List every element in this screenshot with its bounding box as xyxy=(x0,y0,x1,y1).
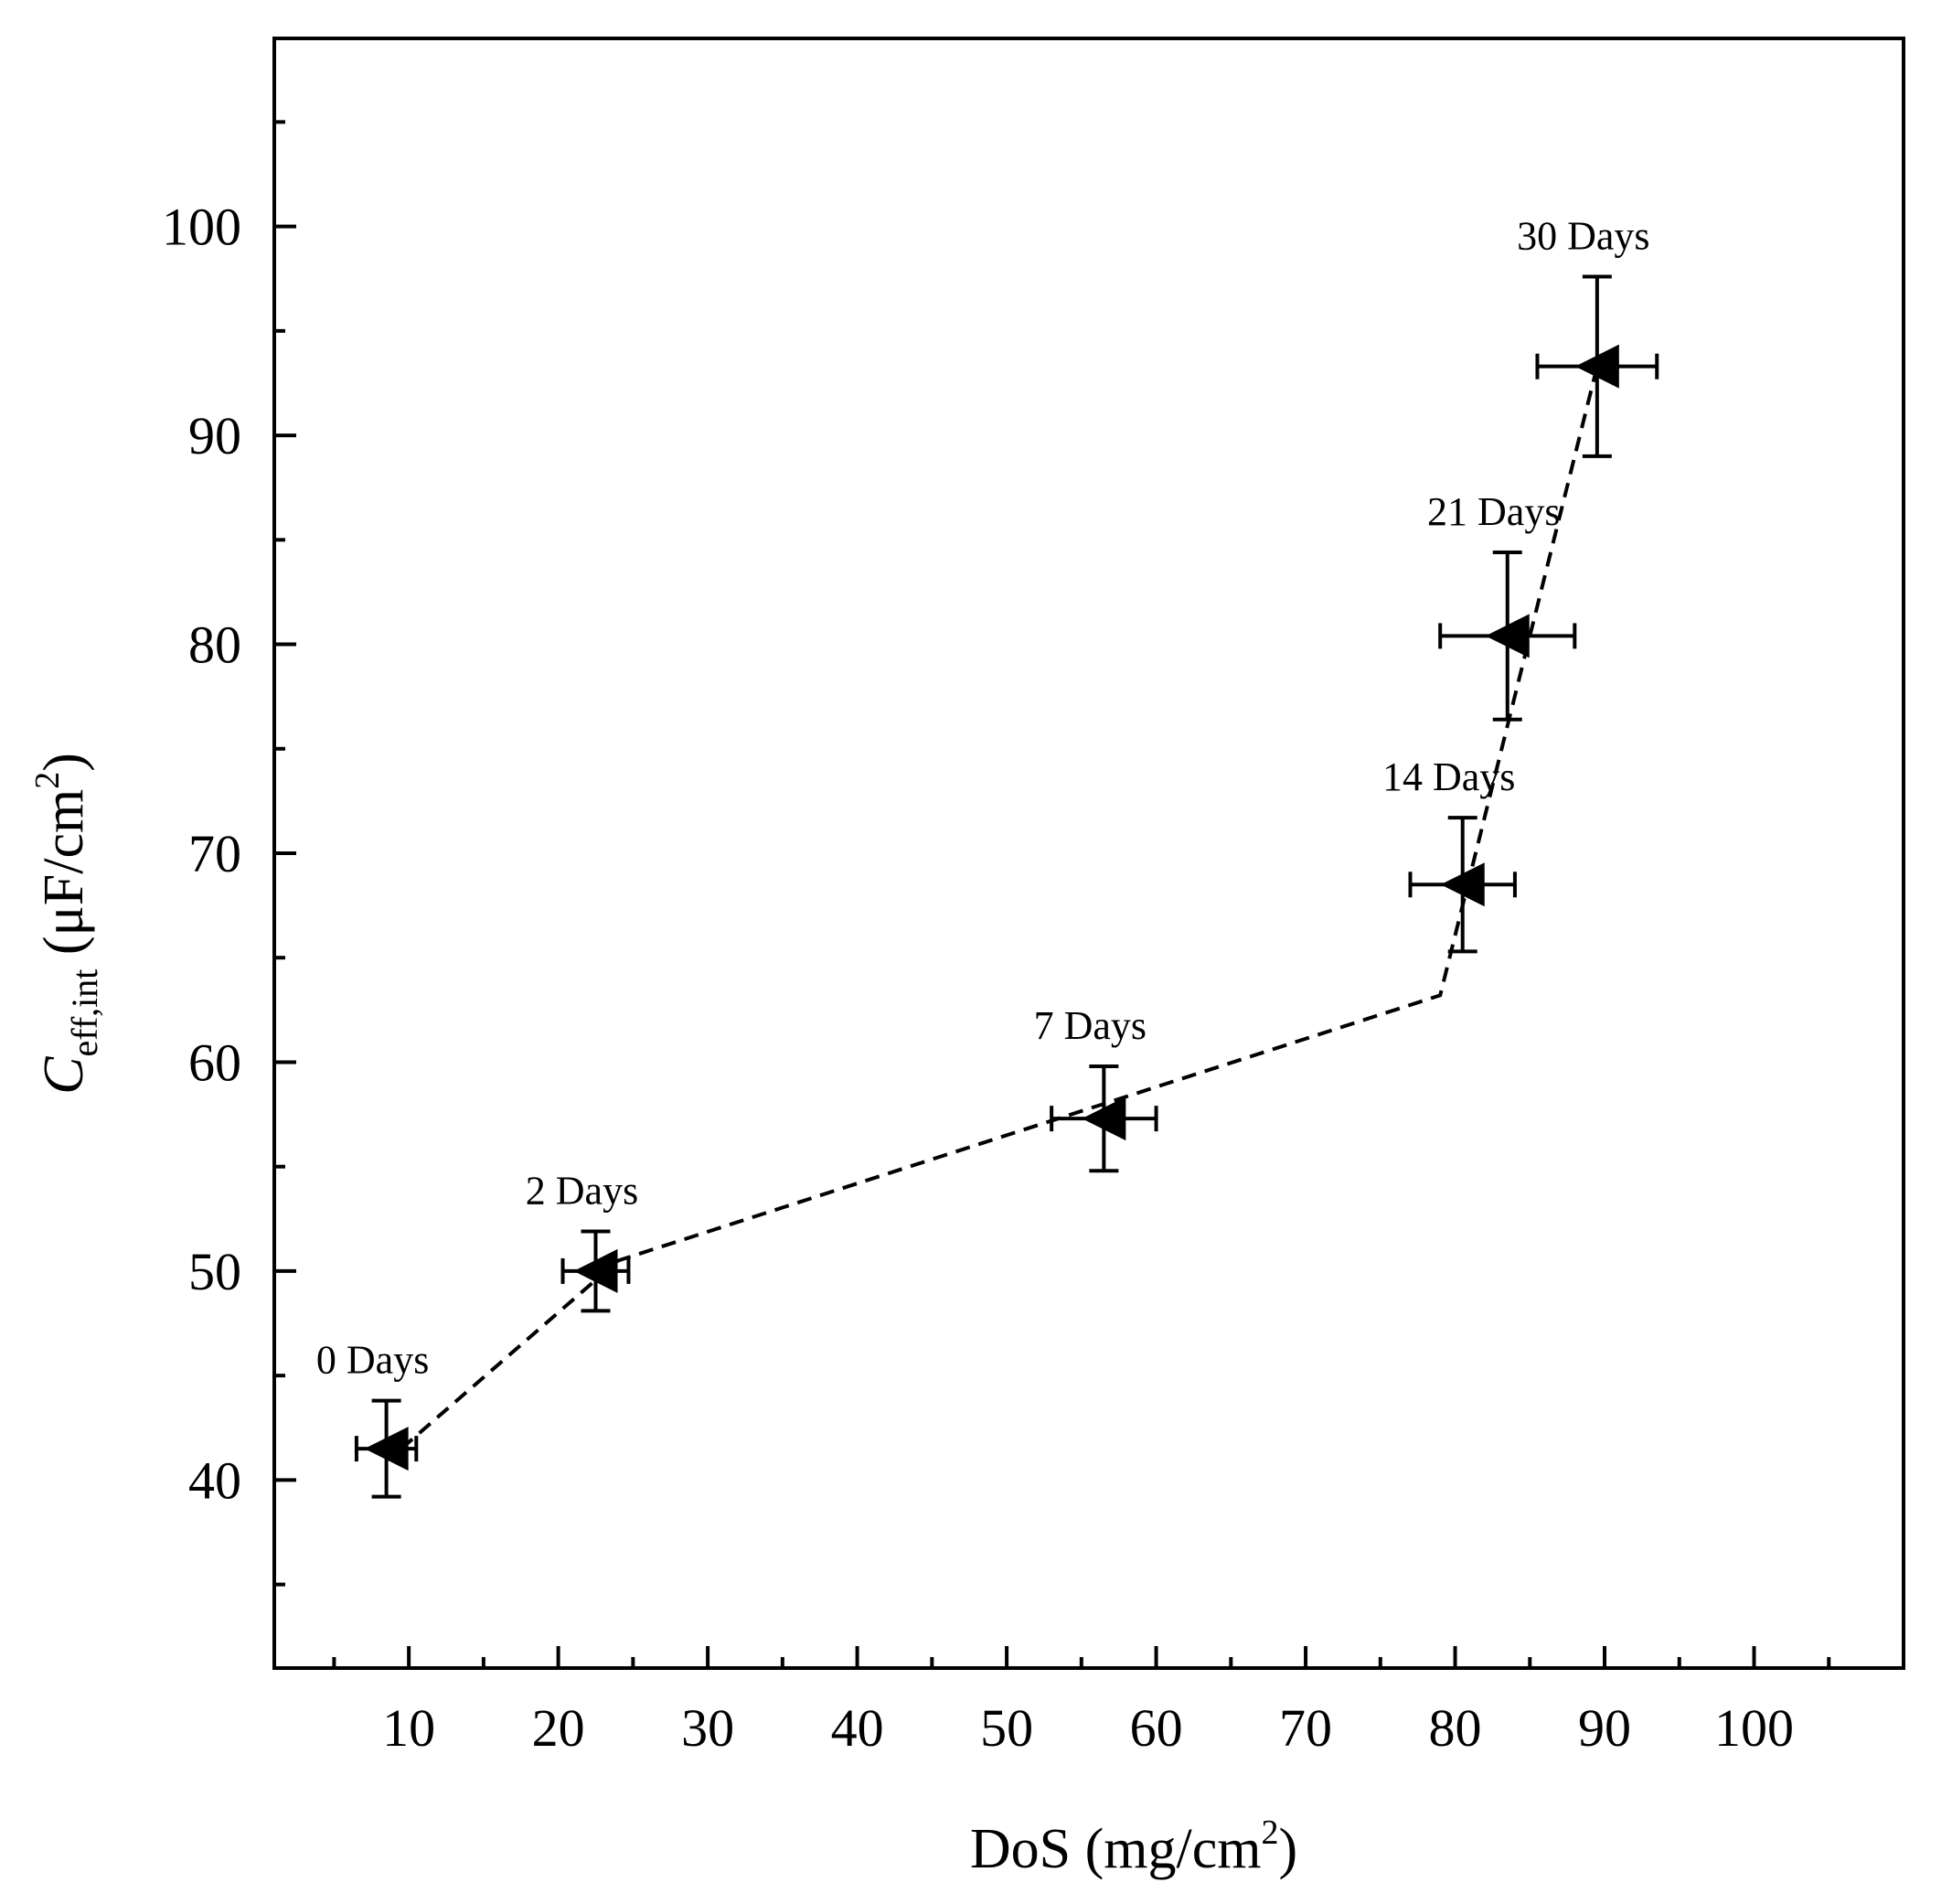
y-axis-title: Ceff,int (μF/cm2) xyxy=(28,753,105,1095)
point-label: 2 Days xyxy=(526,1169,638,1214)
x-tick-label: 20 xyxy=(532,1698,585,1758)
y-tick-label: 60 xyxy=(188,1032,241,1092)
y-tick-label: 80 xyxy=(188,615,241,675)
x-tick-label: 80 xyxy=(1429,1698,1482,1758)
x-tick-label: 100 xyxy=(1714,1698,1794,1758)
fit-line-path xyxy=(400,366,1599,1450)
data-point: 30 Days xyxy=(1517,213,1659,458)
y-tick-label: 40 xyxy=(188,1450,241,1510)
y-tick-label: 100 xyxy=(162,198,241,257)
triangle-marker xyxy=(364,1427,409,1471)
x-tick-label: 50 xyxy=(980,1698,1033,1758)
data-point: 7 Days xyxy=(1034,1003,1158,1173)
data-point: 2 Days xyxy=(526,1169,638,1313)
axis-tick-labels: 10 20 30 40 50 60 70 80 90 100 40 50 60 70 80 90 100 xyxy=(162,198,1794,1758)
data-points: 0 Days 2 Days 7 Days 14 Days 21 Days 30 Days xyxy=(316,213,1659,1499)
x-tick-label: 10 xyxy=(382,1698,435,1758)
triangle-marker xyxy=(1485,614,1530,658)
x-tick-label: 30 xyxy=(681,1698,734,1758)
data-point: 0 Days xyxy=(316,1338,429,1499)
data-point: 21 Days xyxy=(1427,489,1577,722)
x-tick-label: 90 xyxy=(1578,1698,1631,1758)
triangle-marker xyxy=(1082,1096,1126,1141)
point-label: 30 Days xyxy=(1517,213,1649,258)
x-tick-label: 70 xyxy=(1279,1698,1332,1758)
x-tick-label: 40 xyxy=(831,1698,884,1758)
x-tick-label: 60 xyxy=(1130,1698,1183,1758)
plot-frame xyxy=(272,37,1905,1670)
triangle-marker xyxy=(573,1248,618,1293)
y-tick-label: 50 xyxy=(188,1242,241,1301)
point-label: 7 Days xyxy=(1034,1003,1147,1048)
x-axis-title: DoS (mg/cm2) xyxy=(970,1813,1297,1880)
y-tick-label: 70 xyxy=(188,824,241,883)
point-label: 0 Days xyxy=(316,1338,429,1383)
axis-ticks xyxy=(274,120,1831,1668)
triangle-marker xyxy=(1440,862,1485,907)
dashed-fit-line xyxy=(400,366,1599,1450)
y-tick-label: 90 xyxy=(188,406,241,465)
triangle-marker xyxy=(1574,344,1619,389)
point-label: 14 Days xyxy=(1382,754,1515,799)
point-label: 21 Days xyxy=(1427,489,1560,534)
data-point: 14 Days xyxy=(1382,754,1517,954)
